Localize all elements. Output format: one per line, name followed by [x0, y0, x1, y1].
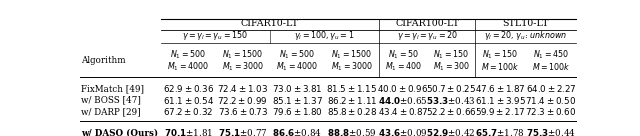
Text: $M_1 = 300$: $M_1 = 300$ — [433, 60, 470, 73]
Text: $N_1 = 500$: $N_1 = 500$ — [170, 49, 206, 61]
Text: $M_1 = 4000$: $M_1 = 4000$ — [276, 60, 318, 73]
Text: STL10-LT: STL10-LT — [502, 19, 549, 28]
Text: $M_1 = 4000$: $M_1 = 4000$ — [167, 60, 209, 73]
Text: $47.6\pm1.87$: $47.6\pm1.87$ — [475, 83, 525, 94]
Text: $M = 100k$: $M = 100k$ — [532, 61, 570, 72]
Text: $73.6\pm0.73$: $73.6\pm0.73$ — [218, 106, 268, 117]
Text: $79.6\pm1.80$: $79.6\pm1.80$ — [272, 106, 323, 117]
Text: $N_1 = 1500$: $N_1 = 1500$ — [332, 49, 372, 61]
Text: $72.3\pm0.60$: $72.3\pm0.60$ — [525, 106, 577, 117]
Text: $\mathbf{75.3}$$\pm$0.44: $\mathbf{75.3}$$\pm$0.44 — [525, 127, 576, 136]
Text: $86.2\pm1.11$: $86.2\pm1.11$ — [326, 95, 377, 106]
Text: w/ DARP [29]: w/ DARP [29] — [81, 107, 141, 116]
Text: $\mathbf{43.6}$$\pm$0.09: $\mathbf{43.6}$$\pm$0.09 — [378, 127, 428, 136]
Text: $81.5\pm1.15$: $81.5\pm1.15$ — [326, 83, 377, 94]
Text: $\mathbf{53.3}$$\pm$0.43: $\mathbf{53.3}$$\pm$0.43 — [426, 95, 476, 106]
Text: $72.2\pm0.99$: $72.2\pm0.99$ — [218, 95, 268, 106]
Text: $N_1 = 1500$: $N_1 = 1500$ — [222, 49, 263, 61]
Text: $59.9\pm2.17$: $59.9\pm2.17$ — [475, 106, 525, 117]
Text: $52.2\pm0.66$: $52.2\pm0.66$ — [426, 106, 476, 117]
Text: CIFAR100-LT: CIFAR100-LT — [395, 19, 459, 28]
Text: $71.4\pm0.50$: $71.4\pm0.50$ — [525, 95, 577, 106]
Text: CIFAR10-LT: CIFAR10-LT — [241, 19, 299, 28]
Text: $\mathbf{65.7}$$\pm$1.78: $\mathbf{65.7}$$\pm$1.78 — [476, 127, 525, 136]
Text: $M_1 = 3000$: $M_1 = 3000$ — [331, 60, 372, 73]
Text: $64.0\pm2.27$: $64.0\pm2.27$ — [525, 83, 576, 94]
Text: $\gamma_l = 100, \gamma_u = 1$: $\gamma_l = 100, \gamma_u = 1$ — [294, 29, 355, 42]
Text: $\gamma = \gamma_l = \gamma_u = 20$: $\gamma = \gamma_l = \gamma_u = 20$ — [397, 29, 458, 42]
Text: $72.4\pm1.03$: $72.4\pm1.03$ — [217, 83, 268, 94]
Text: $62.9\pm0.36$: $62.9\pm0.36$ — [163, 83, 214, 94]
Text: $61.1\pm0.54$: $61.1\pm0.54$ — [163, 95, 214, 106]
Text: $N_1 = 500$: $N_1 = 500$ — [279, 49, 315, 61]
Text: $\gamma_l = 20$, $\gamma_u$: $\mathit{unknown}$: $\gamma_l = 20$, $\gamma_u$: $\mathit{un… — [484, 29, 567, 42]
Text: $\mathbf{70.1}$$\pm$1.81: $\mathbf{70.1}$$\pm$1.81 — [164, 127, 212, 136]
Text: $\mathbf{86.6}$$\pm$0.84: $\mathbf{86.6}$$\pm$0.84 — [272, 127, 322, 136]
Text: w/ BOSS [47]: w/ BOSS [47] — [81, 96, 141, 105]
Text: $\mathbf{88.8}$$\pm$0.59: $\mathbf{88.8}$$\pm$0.59 — [327, 127, 376, 136]
Text: $\gamma = \gamma_l = \gamma_u = 150$: $\gamma = \gamma_l = \gamma_u = 150$ — [182, 29, 248, 42]
Text: FixMatch [49]: FixMatch [49] — [81, 84, 144, 93]
Text: $85.8\pm0.28$: $85.8\pm0.28$ — [326, 106, 377, 117]
Text: $\mathbf{75.1}$$\pm$0.77: $\mathbf{75.1}$$\pm$0.77 — [218, 127, 268, 136]
Text: $67.2\pm0.32$: $67.2\pm0.32$ — [163, 106, 213, 117]
Text: $M = 100k$: $M = 100k$ — [481, 61, 520, 72]
Text: $85.1\pm1.37$: $85.1\pm1.37$ — [272, 95, 323, 106]
Text: $40.0\pm0.96$: $40.0\pm0.96$ — [378, 83, 429, 94]
Text: $50.7\pm0.25$: $50.7\pm0.25$ — [426, 83, 476, 94]
Text: $61.1\pm3.95$: $61.1\pm3.95$ — [475, 95, 526, 106]
Text: $43.4\pm0.87$: $43.4\pm0.87$ — [378, 106, 428, 117]
Text: $N_1 = 450$: $N_1 = 450$ — [533, 49, 569, 61]
Text: $N_1 = 50$: $N_1 = 50$ — [388, 49, 419, 61]
Text: $N_1 = 150$: $N_1 = 150$ — [483, 49, 518, 61]
Text: $N_1 = 150$: $N_1 = 150$ — [433, 49, 469, 61]
Text: $M_1 = 3000$: $M_1 = 3000$ — [222, 60, 264, 73]
Text: Algorithm: Algorithm — [81, 56, 125, 65]
Text: $\mathbf{52.9}$$\pm$0.42: $\mathbf{52.9}$$\pm$0.42 — [426, 127, 476, 136]
Text: $M_1 = 400$: $M_1 = 400$ — [385, 60, 421, 73]
Text: $73.0\pm3.81$: $73.0\pm3.81$ — [272, 83, 323, 94]
Text: w/ DASO (Ours): w/ DASO (Ours) — [81, 128, 158, 136]
Text: $\mathbf{44.0}$$\pm$0.65: $\mathbf{44.0}$$\pm$0.65 — [378, 95, 428, 106]
